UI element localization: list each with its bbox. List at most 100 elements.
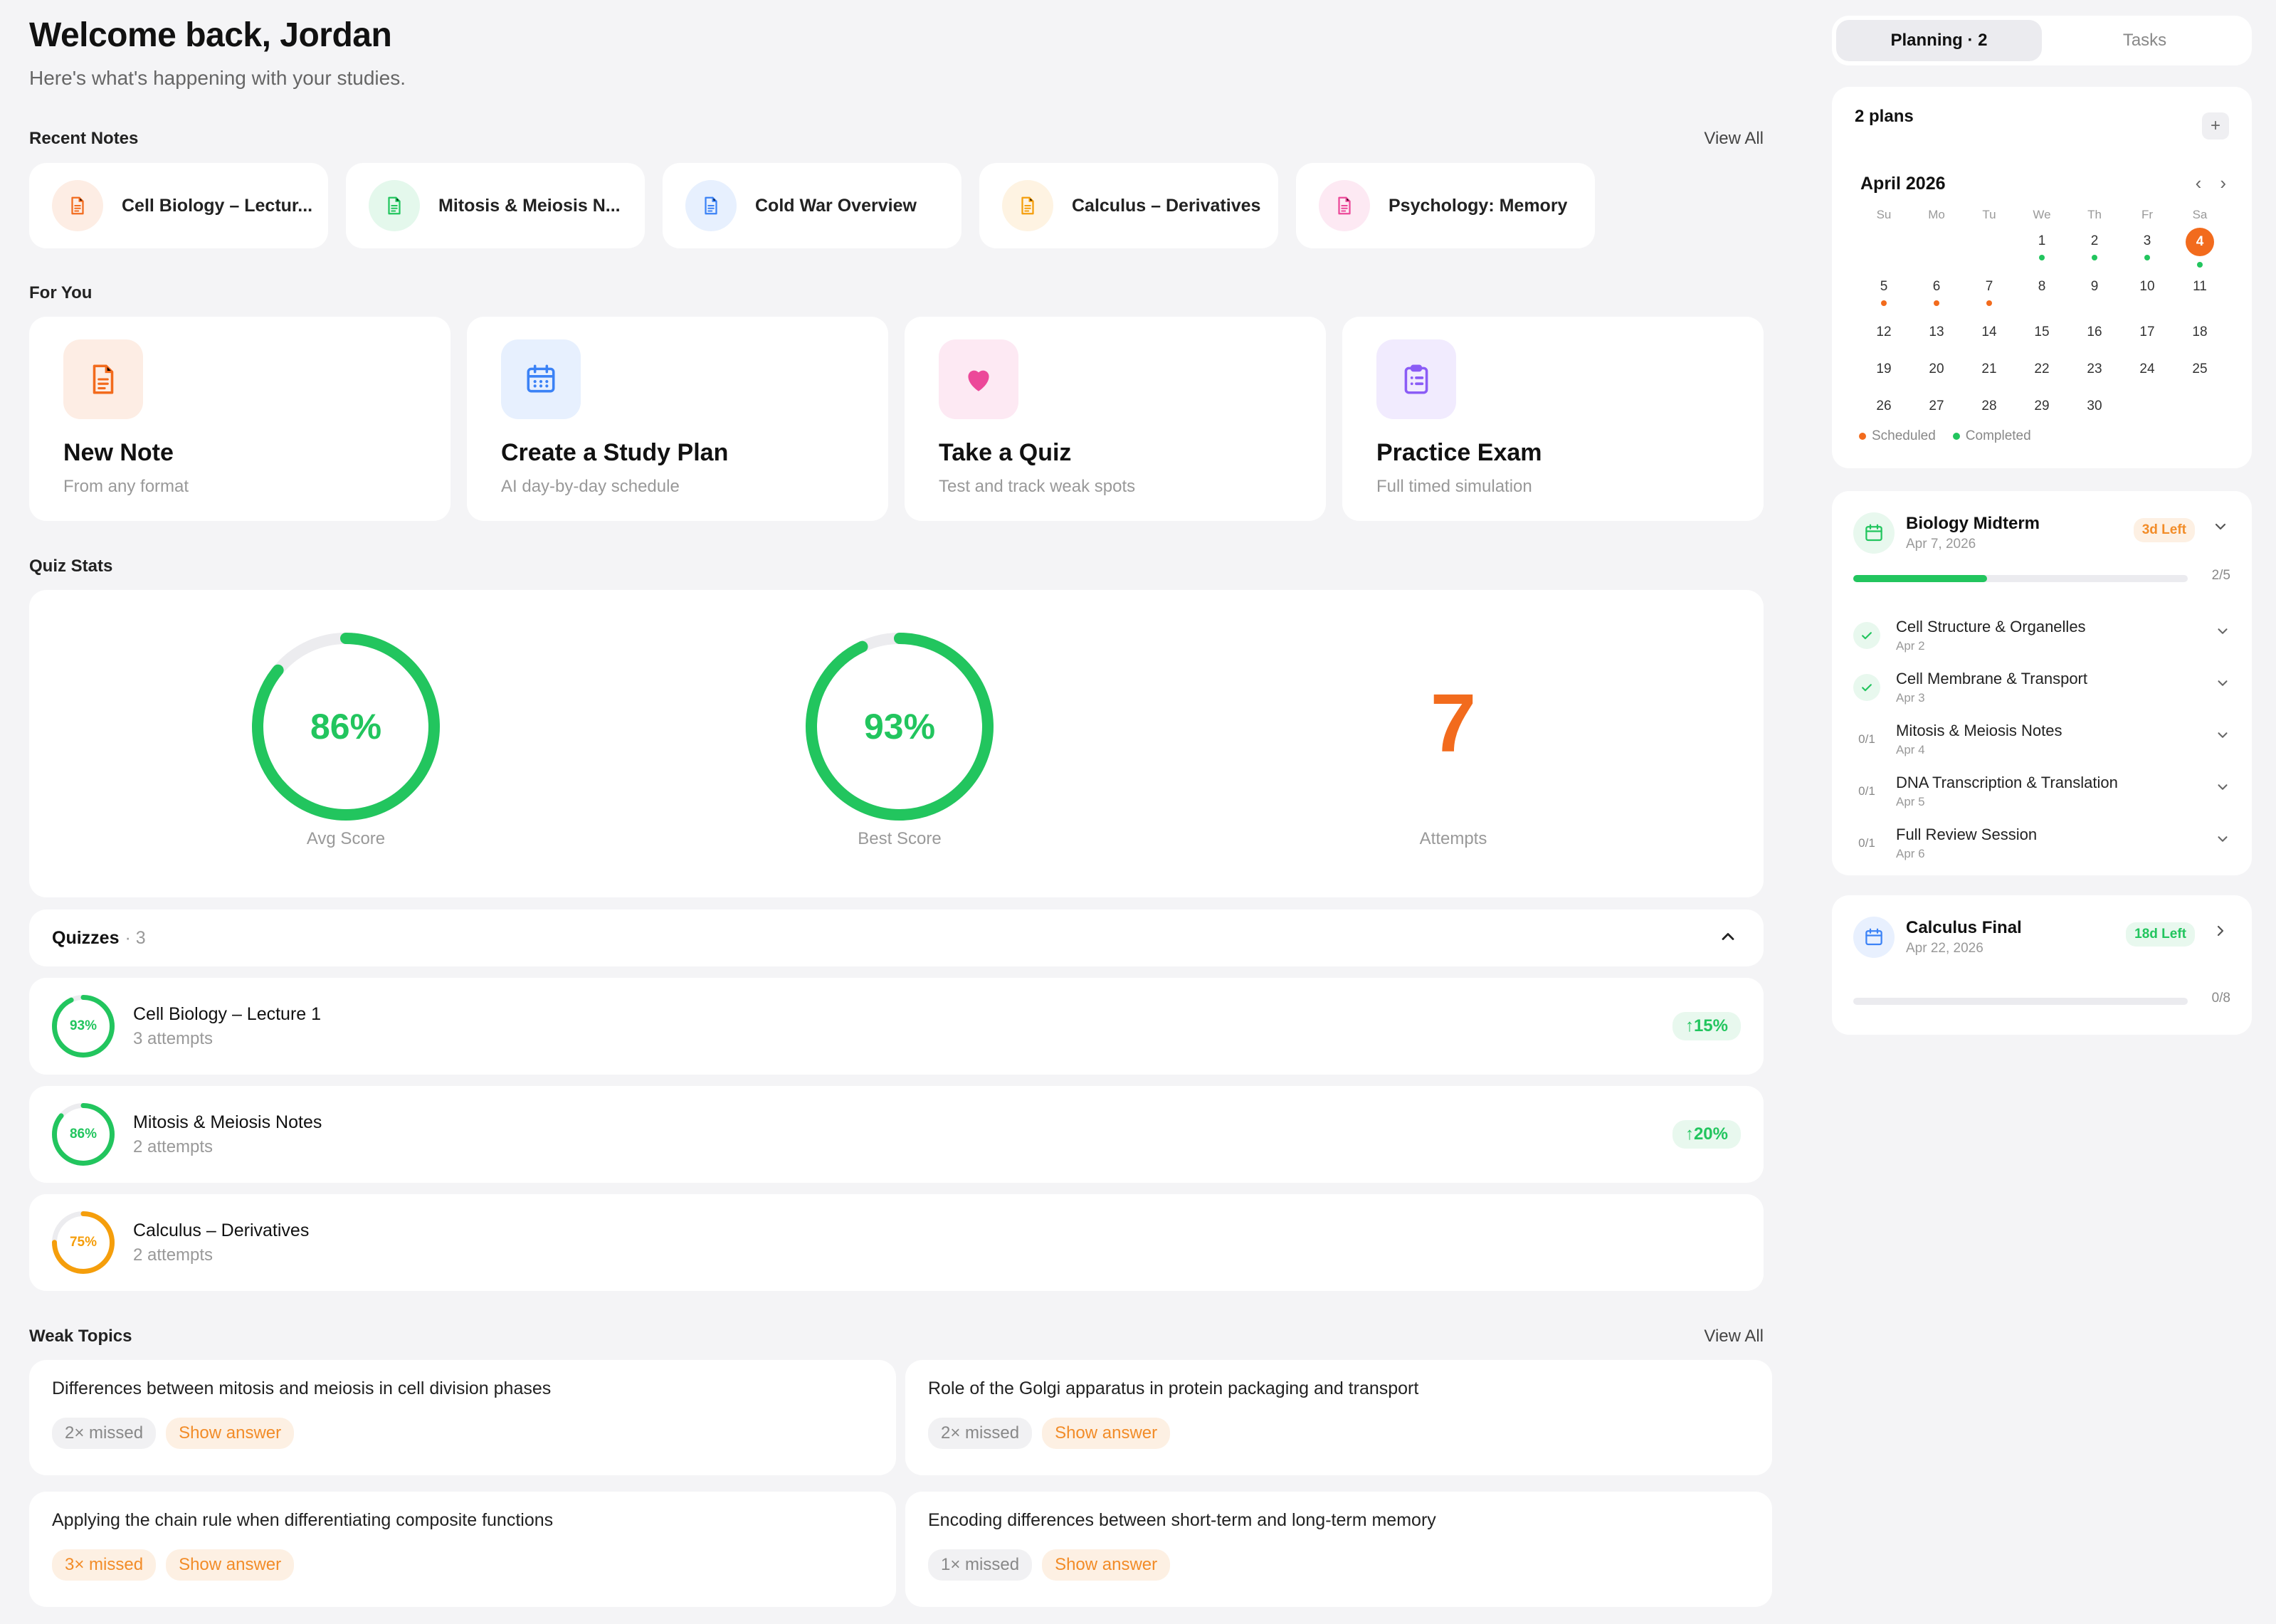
calendar-day[interactable]: 23 — [2087, 362, 2102, 376]
calendar-day[interactable]: 8 — [2038, 279, 2046, 294]
plan-step[interactable]: 0/1 DNA Transcription & Translation Apr 5 — [1853, 774, 2230, 825]
step-status: 0/1 — [1858, 784, 1875, 798]
chevron-down-icon[interactable] — [2212, 518, 2229, 535]
score-change-badge: ↑15% — [1672, 1012, 1741, 1040]
calendar-day[interactable]: 2 — [2068, 225, 2121, 268]
attempts-value: 7 — [1430, 677, 1477, 769]
calendar-day[interactable]: 14 — [1981, 325, 1997, 339]
sidebar-tabs: Planning · 2 Tasks — [1832, 16, 2252, 65]
step-date: Apr 4 — [1896, 743, 1925, 756]
recent-notes-view-all-link[interactable]: View All — [1704, 129, 1764, 148]
show-answer-button[interactable]: Show answer — [166, 1549, 295, 1581]
calendar-day[interactable]: 4 — [2174, 225, 2226, 268]
calendar-day[interactable]: 6 — [1910, 270, 1963, 313]
weak-topics-view-all-link[interactable]: View All — [1704, 1327, 1764, 1346]
for-you-title: Practice Exam — [1376, 439, 1542, 466]
for-you-card[interactable]: Create a Study Plan AI day-by-day schedul… — [467, 317, 888, 521]
quiz-row[interactable]: 86% Mitosis & Meiosis Notes 2 attempts ↑20% — [29, 1086, 1764, 1183]
recent-note-card[interactable]: Mitosis & Meiosis N... — [346, 163, 645, 248]
calendar-day[interactable]: 7 — [1963, 270, 2016, 313]
calendar-day[interactable]: 25 — [2192, 362, 2208, 376]
calendar-day[interactable]: 16 — [2087, 325, 2102, 339]
recent-note-title: Psychology: Memory — [1389, 195, 1568, 216]
for-you-card[interactable]: New Note From any format — [29, 317, 451, 521]
calendar-day[interactable]: 12 — [1876, 325, 1892, 339]
recent-note-card[interactable]: Cell Biology – Lectur... — [29, 163, 328, 248]
calendar-day[interactable]: 30 — [2087, 399, 2102, 413]
calendar-day[interactable]: 10 — [2139, 279, 2155, 294]
calendar-day[interactable]: 19 — [1876, 362, 1892, 376]
plan-step[interactable]: 0/1 Mitosis & Meiosis Notes Apr 4 — [1853, 722, 2230, 773]
document-icon — [1319, 180, 1370, 231]
calendar-day[interactable]: 9 — [2090, 279, 2099, 294]
calendar-day[interactable]: 1 — [2016, 225, 2068, 268]
chevron-down-icon[interactable] — [2215, 727, 2230, 743]
chevron-down-icon[interactable] — [2215, 623, 2230, 639]
weekday-label: Mo — [1928, 208, 1945, 221]
plan-card-calculus[interactable]: Calculus Final Apr 22, 2026 18d Left 0/8 — [1832, 895, 2252, 1035]
quiz-attempts: 2 attempts — [133, 1137, 214, 1156]
recent-notes-heading: Recent Notes — [29, 129, 139, 148]
step-status: 0/1 — [1858, 732, 1875, 746]
calendar-day[interactable]: 27 — [1929, 399, 1944, 413]
calendar-day[interactable]: 26 — [1876, 399, 1892, 413]
calendar-day[interactable]: 21 — [1981, 362, 1997, 376]
next-month-button[interactable]: › — [2220, 172, 2226, 194]
chevron-down-icon[interactable] — [2215, 675, 2230, 691]
step-name: Mitosis & Meiosis Notes — [1896, 722, 2062, 739]
check-icon — [1853, 622, 1880, 649]
calendar-day[interactable]: 18 — [2192, 325, 2208, 339]
quiz-attempts: 2 attempts — [133, 1245, 214, 1265]
for-you-description: Full timed simulation — [1376, 477, 1532, 496]
calendar-week: 19 20 21 22 23 24 25 — [1858, 353, 2226, 387]
for-you-card[interactable]: Practice Exam Full timed simulation — [1342, 317, 1764, 521]
chevron-right-icon[interactable] — [2212, 922, 2229, 939]
recent-note-card[interactable]: Psychology: Memory — [1296, 163, 1595, 248]
weekday-header: Su Mo Tu We Th Fr Sa — [1858, 208, 2226, 222]
calendar-day[interactable]: 11 — [2193, 279, 2207, 294]
prev-month-button[interactable]: ‹ — [2195, 172, 2202, 194]
best-score-value: 93% — [863, 707, 936, 747]
calendar-day[interactable]: 24 — [2139, 362, 2155, 376]
document-icon — [52, 180, 103, 231]
tab-planning[interactable]: Planning · 2 — [1836, 20, 2042, 61]
calendar-day[interactable]: 29 — [2034, 399, 2050, 413]
quiz-row[interactable]: 93% Cell Biology – Lecture 1 3 attempts ↑15… — [29, 978, 1764, 1075]
calendar-day[interactable]: 3 — [2121, 225, 2174, 268]
chevron-down-icon[interactable] — [2215, 779, 2230, 795]
show-answer-button[interactable]: Show answer — [166, 1418, 295, 1449]
show-answer-button[interactable]: Show answer — [1042, 1418, 1171, 1449]
step-name: Full Review Session — [1896, 826, 2038, 843]
calendar-day[interactable]: 22 — [2034, 362, 2050, 376]
calendar-day[interactable]: 13 — [1929, 325, 1944, 339]
chevron-up-icon[interactable] — [1718, 927, 1738, 947]
attempts-label: Attempts — [1419, 829, 1487, 848]
tab-tasks[interactable]: Tasks — [2122, 31, 2167, 50]
calendar-day[interactable]: 5 — [1858, 270, 1910, 313]
plan-step[interactable]: Cell Structure & Organelles Apr 2 — [1853, 618, 2230, 669]
calendar-day[interactable]: 15 — [2034, 325, 2050, 339]
calendar-empty — [1910, 225, 1963, 268]
show-answer-button[interactable]: Show answer — [1042, 1549, 1171, 1581]
plan-title: Calculus Final — [1906, 918, 2022, 937]
plan-step[interactable]: 0/1 Full Review Session Apr 6 — [1853, 826, 2230, 877]
quiz-name: Calculus – Derivatives — [133, 1220, 310, 1240]
document-icon — [1002, 180, 1053, 231]
for-you-card[interactable]: Take a Quiz Test and track weak spots — [905, 317, 1326, 521]
weak-topic-question: Applying the chain rule when differentia… — [52, 1510, 554, 1530]
recent-note-card[interactable]: Cold War Overview — [663, 163, 961, 248]
calendar-day[interactable]: 17 — [2139, 325, 2155, 339]
recent-note-title: Calculus – Derivatives — [1072, 195, 1261, 216]
quizzes-header[interactable]: Quizzes · 3 — [29, 909, 1764, 966]
weekday-label: Fr — [2141, 208, 2154, 221]
plan-step[interactable]: Cell Membrane & Transport Apr 3 — [1853, 670, 2230, 721]
page-title: Welcome back, Jordan — [29, 16, 392, 54]
calendar-day[interactable]: 20 — [1929, 362, 1944, 376]
add-plan-button[interactable]: + — [2202, 112, 2229, 139]
calendar-day[interactable]: 28 — [1981, 399, 1997, 413]
recent-note-card[interactable]: Calculus – Derivatives — [979, 163, 1278, 248]
quiz-row[interactable]: 75% Calculus – Derivatives 2 attempts — [29, 1194, 1764, 1291]
quiz-stats-heading: Quiz Stats — [29, 557, 113, 576]
chevron-down-icon[interactable] — [2215, 831, 2230, 847]
plan-card-biology[interactable]: Biology Midterm Apr 7, 2026 3d Left 2/5 … — [1832, 491, 2252, 875]
